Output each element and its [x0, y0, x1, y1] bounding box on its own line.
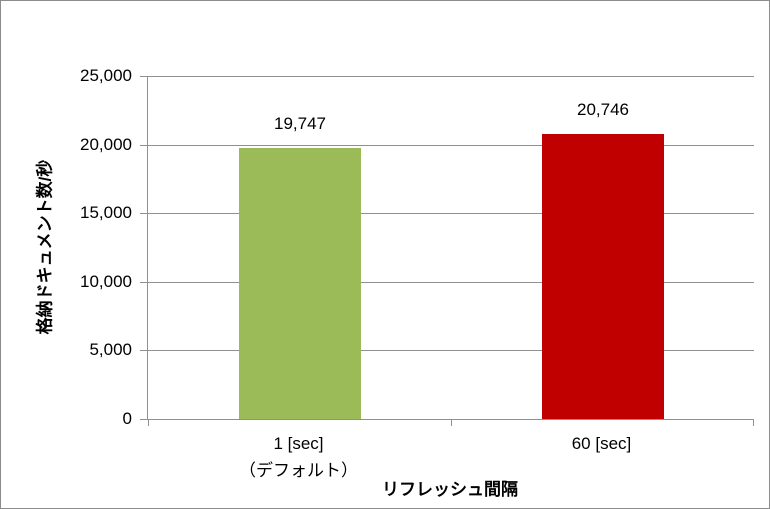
y-axis-tick	[140, 76, 148, 77]
bar-value-label: 19,747	[274, 114, 326, 133]
plot-area: 19,747 20,746	[140, 76, 754, 426]
x-axis-category-labels: 1 [sec] （デフォルト） 60 [sec]	[147, 430, 753, 486]
gridline	[148, 145, 754, 146]
y-tick-label: 15,000	[80, 203, 132, 222]
category-label-line: 1 [sec]	[273, 434, 324, 453]
y-axis-tick	[140, 213, 148, 214]
category-label: 1 [sec] （デフォルト）	[147, 430, 450, 484]
y-axis-tick	[140, 145, 148, 146]
y-tick-label: 5,000	[89, 340, 132, 359]
y-tick-label: 20,000	[80, 135, 132, 154]
y-axis-tick-labels: 0 5,000 10,000 15,000 20,000 25,000	[1, 66, 132, 428]
y-axis-tick	[140, 282, 148, 283]
gridline	[148, 350, 754, 351]
bar	[239, 148, 361, 419]
y-tick-label: 10,000	[80, 272, 132, 291]
gridline	[148, 213, 754, 214]
category-label-line: （デフォルト）	[239, 461, 358, 480]
y-axis-tick	[140, 350, 148, 351]
x-axis-title: リフレッシュ間隔	[382, 480, 518, 499]
gridline	[148, 282, 754, 283]
y-tick-label: 25,000	[80, 66, 132, 85]
x-axis-tick	[148, 419, 149, 426]
x-axis-tick	[753, 419, 754, 426]
y-tick-label: 0	[122, 409, 132, 428]
bar	[542, 134, 664, 419]
category-label-line: 60 [sec]	[571, 434, 632, 453]
y-axis-tick	[140, 419, 148, 420]
bar-value-label: 20,746	[577, 100, 629, 119]
gridline	[148, 76, 754, 77]
x-axis-tick	[451, 419, 452, 426]
category-label: 60 [sec]	[450, 430, 753, 457]
